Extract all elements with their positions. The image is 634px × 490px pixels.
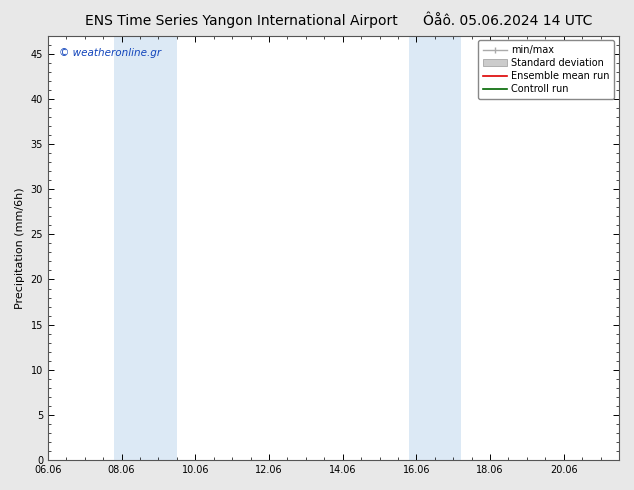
Text: Ôåô. 05.06.2024 14 UTC: Ôåô. 05.06.2024 14 UTC [422,14,592,28]
Bar [114,36,177,460]
Text: © weatheronline.gr: © weatheronline.gr [60,49,162,58]
Bar [409,36,460,460]
Text: ENS Time Series Yangon International Airport: ENS Time Series Yangon International Air… [84,14,398,28]
Y-axis label: Precipitation (mm/6h): Precipitation (mm/6h) [15,187,25,309]
Legend: min/max, Standard deviation, Ensemble mean run, Controll run: min/max, Standard deviation, Ensemble me… [478,41,614,99]
